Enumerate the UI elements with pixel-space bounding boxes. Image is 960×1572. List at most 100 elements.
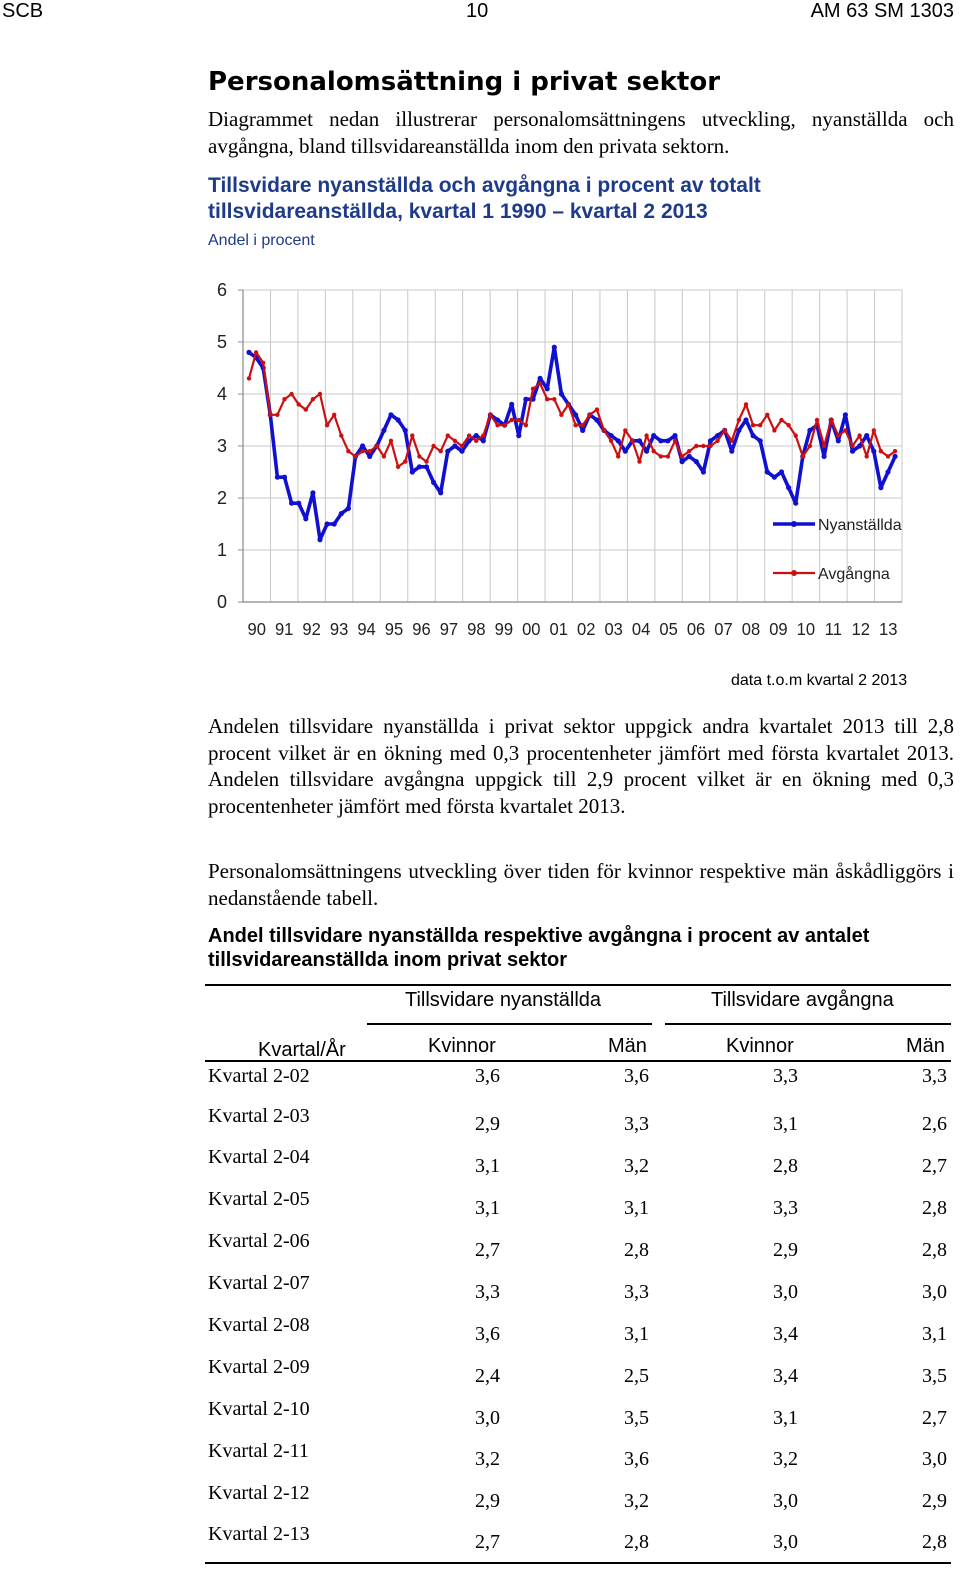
data-point [494,417,501,423]
y-tick-label: 0 [217,592,227,612]
data-point [246,376,252,381]
data-point [800,454,805,459]
x-tick-label: 91 [275,618,293,639]
data-point [353,454,358,459]
data-point [636,438,643,444]
data-point [715,433,721,439]
data-point [707,438,714,444]
data-point [651,433,657,439]
data-point [281,474,288,480]
cell-kvinnor-nyanstallda: 2,4 [475,1365,500,1387]
data-point [495,423,500,428]
data-point [771,474,778,480]
data-point [410,433,415,438]
data-point [381,427,387,433]
data-point [864,454,869,459]
data-point [821,443,827,449]
data-point [878,485,884,491]
cell-man-avgangna: 2,8 [922,1197,947,1219]
data-point [878,449,884,454]
data-point [778,469,785,475]
cell-kvinnor-avgangna: 3,0 [773,1281,798,1303]
data-point [743,402,749,407]
data-point [672,433,678,439]
data-point [644,448,650,454]
row-label: Kvartal 2-04 [208,1146,310,1168]
chart-title: Tillsvidare nyanställda och avgångna i p… [208,174,761,223]
data-point [807,427,813,433]
data-point [772,428,777,433]
data-point [417,454,422,459]
cell-man-avgangna: 2,8 [922,1531,947,1553]
cell-kvinnor-nyanstallda: 3,6 [475,1065,500,1087]
data-point [360,449,365,454]
data-point [700,469,706,475]
data-point [310,397,316,402]
data-point [424,459,429,464]
data-point [559,412,564,417]
data-point [324,423,330,428]
x-tick-label: 12 [852,618,870,639]
data-point [466,438,472,444]
data-point [651,449,656,454]
data-point [466,433,472,438]
data-point [679,454,685,459]
data-point [892,453,898,459]
legend-label: Nyanställda [818,517,902,534]
row-label: Kvartal 2-13 [208,1523,310,1545]
cell-man-avgangna: 3,0 [922,1448,947,1470]
data-point [587,412,592,417]
cell-kvinnor-avgangna: 3,3 [773,1197,798,1219]
cell-man-avgangna: 2,8 [922,1239,947,1261]
group-rule-avgangna [665,1023,951,1025]
data-point [701,443,706,449]
data-point [324,521,330,527]
data-point [403,459,408,464]
data-point [516,433,522,439]
data-point [488,412,493,417]
data-point [758,423,763,428]
col-header-kvinnor-nyanstallda: Kvinnor [428,1035,496,1057]
cell-kvinnor-nyanstallda: 2,7 [475,1531,500,1553]
cell-kvinnor-avgangna: 3,4 [773,1323,798,1345]
data-point [367,453,373,459]
data-point [282,397,287,402]
data-point [622,448,628,454]
cell-man-nyanstallda: 3,3 [624,1281,649,1303]
x-tick-label: 90 [248,618,266,639]
row-label: Kvartal 2-08 [208,1314,310,1336]
legend-marker [791,521,797,527]
cell-kvinnor-avgangna: 2,8 [773,1155,798,1177]
data-point [793,500,799,506]
data-point [842,412,849,418]
cell-man-nyanstallda: 3,6 [624,1448,649,1470]
cell-man-avgangna: 2,9 [922,1490,947,1512]
data-point [836,433,841,438]
data-point [459,443,465,449]
x-tick-label: 02 [577,618,595,639]
data-point [523,423,529,428]
row-label: Kvartal 2-02 [208,1065,310,1087]
data-point [431,443,436,449]
data-point [594,417,600,423]
cell-kvinnor-nyanstallda: 3,2 [475,1448,500,1470]
data-point [530,386,536,391]
legend-label: Avgångna [818,565,890,583]
data-point [665,454,671,459]
row-label: Kvartal 2-11 [208,1440,309,1462]
data-point [317,537,323,543]
data-point [502,423,507,428]
y-tick-label: 4 [217,384,227,404]
data-point [296,402,301,407]
data-point [615,438,621,444]
row-label: Kvartal 2-12 [208,1482,310,1504]
data-point [722,428,727,433]
data-point [445,448,451,454]
data-point [388,412,394,418]
legend-marker [791,570,797,576]
data-point [268,412,273,417]
group-header-nyanstallda: Tillsvidare nyanställda [405,989,602,1011]
intro-paragraph: Diagrammet nedan illustrerar personaloms… [208,107,954,158]
y-tick-label: 5 [217,332,227,352]
page-number: 10 [466,0,489,22]
